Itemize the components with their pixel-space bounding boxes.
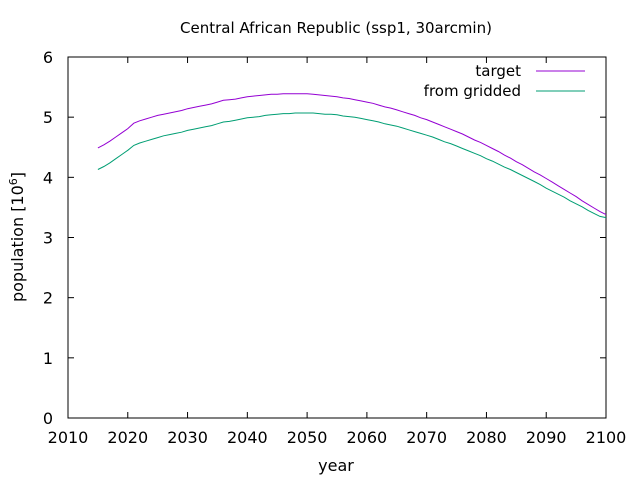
- y-axis-label: population [106]: [7, 172, 28, 302]
- y-tick-label: 5: [43, 108, 53, 127]
- y-axis: 0 1 2 3 4 5 6: [43, 48, 606, 428]
- x-axis-label: year: [318, 456, 354, 475]
- y-axis-label-main: population [10: [8, 185, 27, 302]
- y-axis-label-suffix: ]: [8, 172, 27, 178]
- y-tick-label: 6: [43, 48, 53, 67]
- series-group: [97, 93, 607, 219]
- x-tick-label: 2090: [526, 428, 567, 447]
- x-tick-label: 2100: [586, 428, 627, 447]
- x-tick-label: 2020: [107, 428, 148, 447]
- plot-frame: [67, 56, 607, 419]
- series-line-1: [97, 112, 607, 219]
- x-tick-label: 2080: [466, 428, 507, 447]
- y-axis-label-exponent: 6: [7, 178, 20, 185]
- legend-label-1: from gridded: [424, 82, 521, 100]
- y-tick-label: 4: [43, 168, 53, 187]
- series-line-0: [97, 93, 607, 216]
- y-tick-label: 2: [43, 289, 53, 308]
- y-tick-label: 3: [43, 229, 53, 248]
- x-tick-label: 2030: [167, 428, 208, 447]
- x-tick-label: 2070: [406, 428, 447, 447]
- legend-label-0: target: [475, 62, 521, 80]
- x-tick-label: 2040: [227, 428, 268, 447]
- chart-title: Central African Republic (ssp1, 30arcmin…: [180, 19, 492, 37]
- x-tick-label: 2050: [287, 428, 328, 447]
- x-tick-label: 2060: [347, 428, 388, 447]
- x-axis: 2010 2020 2030 2040 2050 2060 2070 2080 2090 2100: [48, 57, 627, 447]
- legend: target from gridded: [424, 62, 585, 100]
- y-tick-label: 1: [43, 349, 53, 368]
- y-tick-label: 0: [43, 409, 53, 428]
- x-tick-label: 2010: [48, 428, 89, 447]
